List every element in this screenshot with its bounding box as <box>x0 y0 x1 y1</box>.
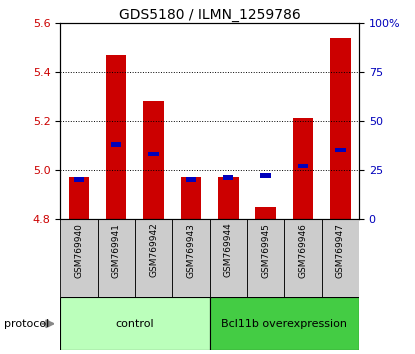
Bar <box>98 219 135 297</box>
Text: GSM769943: GSM769943 <box>186 223 195 278</box>
Bar <box>181 177 201 219</box>
Bar <box>111 142 122 147</box>
Bar <box>148 152 159 156</box>
Bar <box>330 38 351 219</box>
Bar <box>260 173 271 178</box>
Text: protocol: protocol <box>4 319 49 329</box>
Bar <box>135 219 172 297</box>
Bar <box>210 219 247 297</box>
Bar <box>73 177 84 182</box>
Text: Bcl11b overexpression: Bcl11b overexpression <box>221 319 347 329</box>
Text: GSM769941: GSM769941 <box>112 223 121 278</box>
Text: GSM769942: GSM769942 <box>149 223 158 278</box>
Bar <box>255 206 276 219</box>
Bar <box>68 177 89 219</box>
Text: GSM769944: GSM769944 <box>224 223 233 278</box>
Bar <box>106 55 127 219</box>
Bar <box>298 164 308 168</box>
Bar <box>210 297 359 350</box>
Bar <box>247 219 284 297</box>
Text: GSM769945: GSM769945 <box>261 223 270 278</box>
Bar <box>293 119 313 219</box>
Text: GSM769940: GSM769940 <box>74 223 83 278</box>
Bar <box>284 219 322 297</box>
Text: control: control <box>115 319 154 329</box>
Bar <box>143 101 164 219</box>
Bar <box>335 148 346 153</box>
Text: GSM769946: GSM769946 <box>298 223 308 278</box>
Title: GDS5180 / ILMN_1259786: GDS5180 / ILMN_1259786 <box>119 8 300 22</box>
Bar <box>60 219 98 297</box>
Bar <box>60 297 210 350</box>
Bar <box>223 176 234 180</box>
Text: GSM769947: GSM769947 <box>336 223 345 278</box>
Bar <box>218 177 239 219</box>
Bar <box>186 177 196 182</box>
Bar <box>172 219 210 297</box>
Bar <box>322 219 359 297</box>
